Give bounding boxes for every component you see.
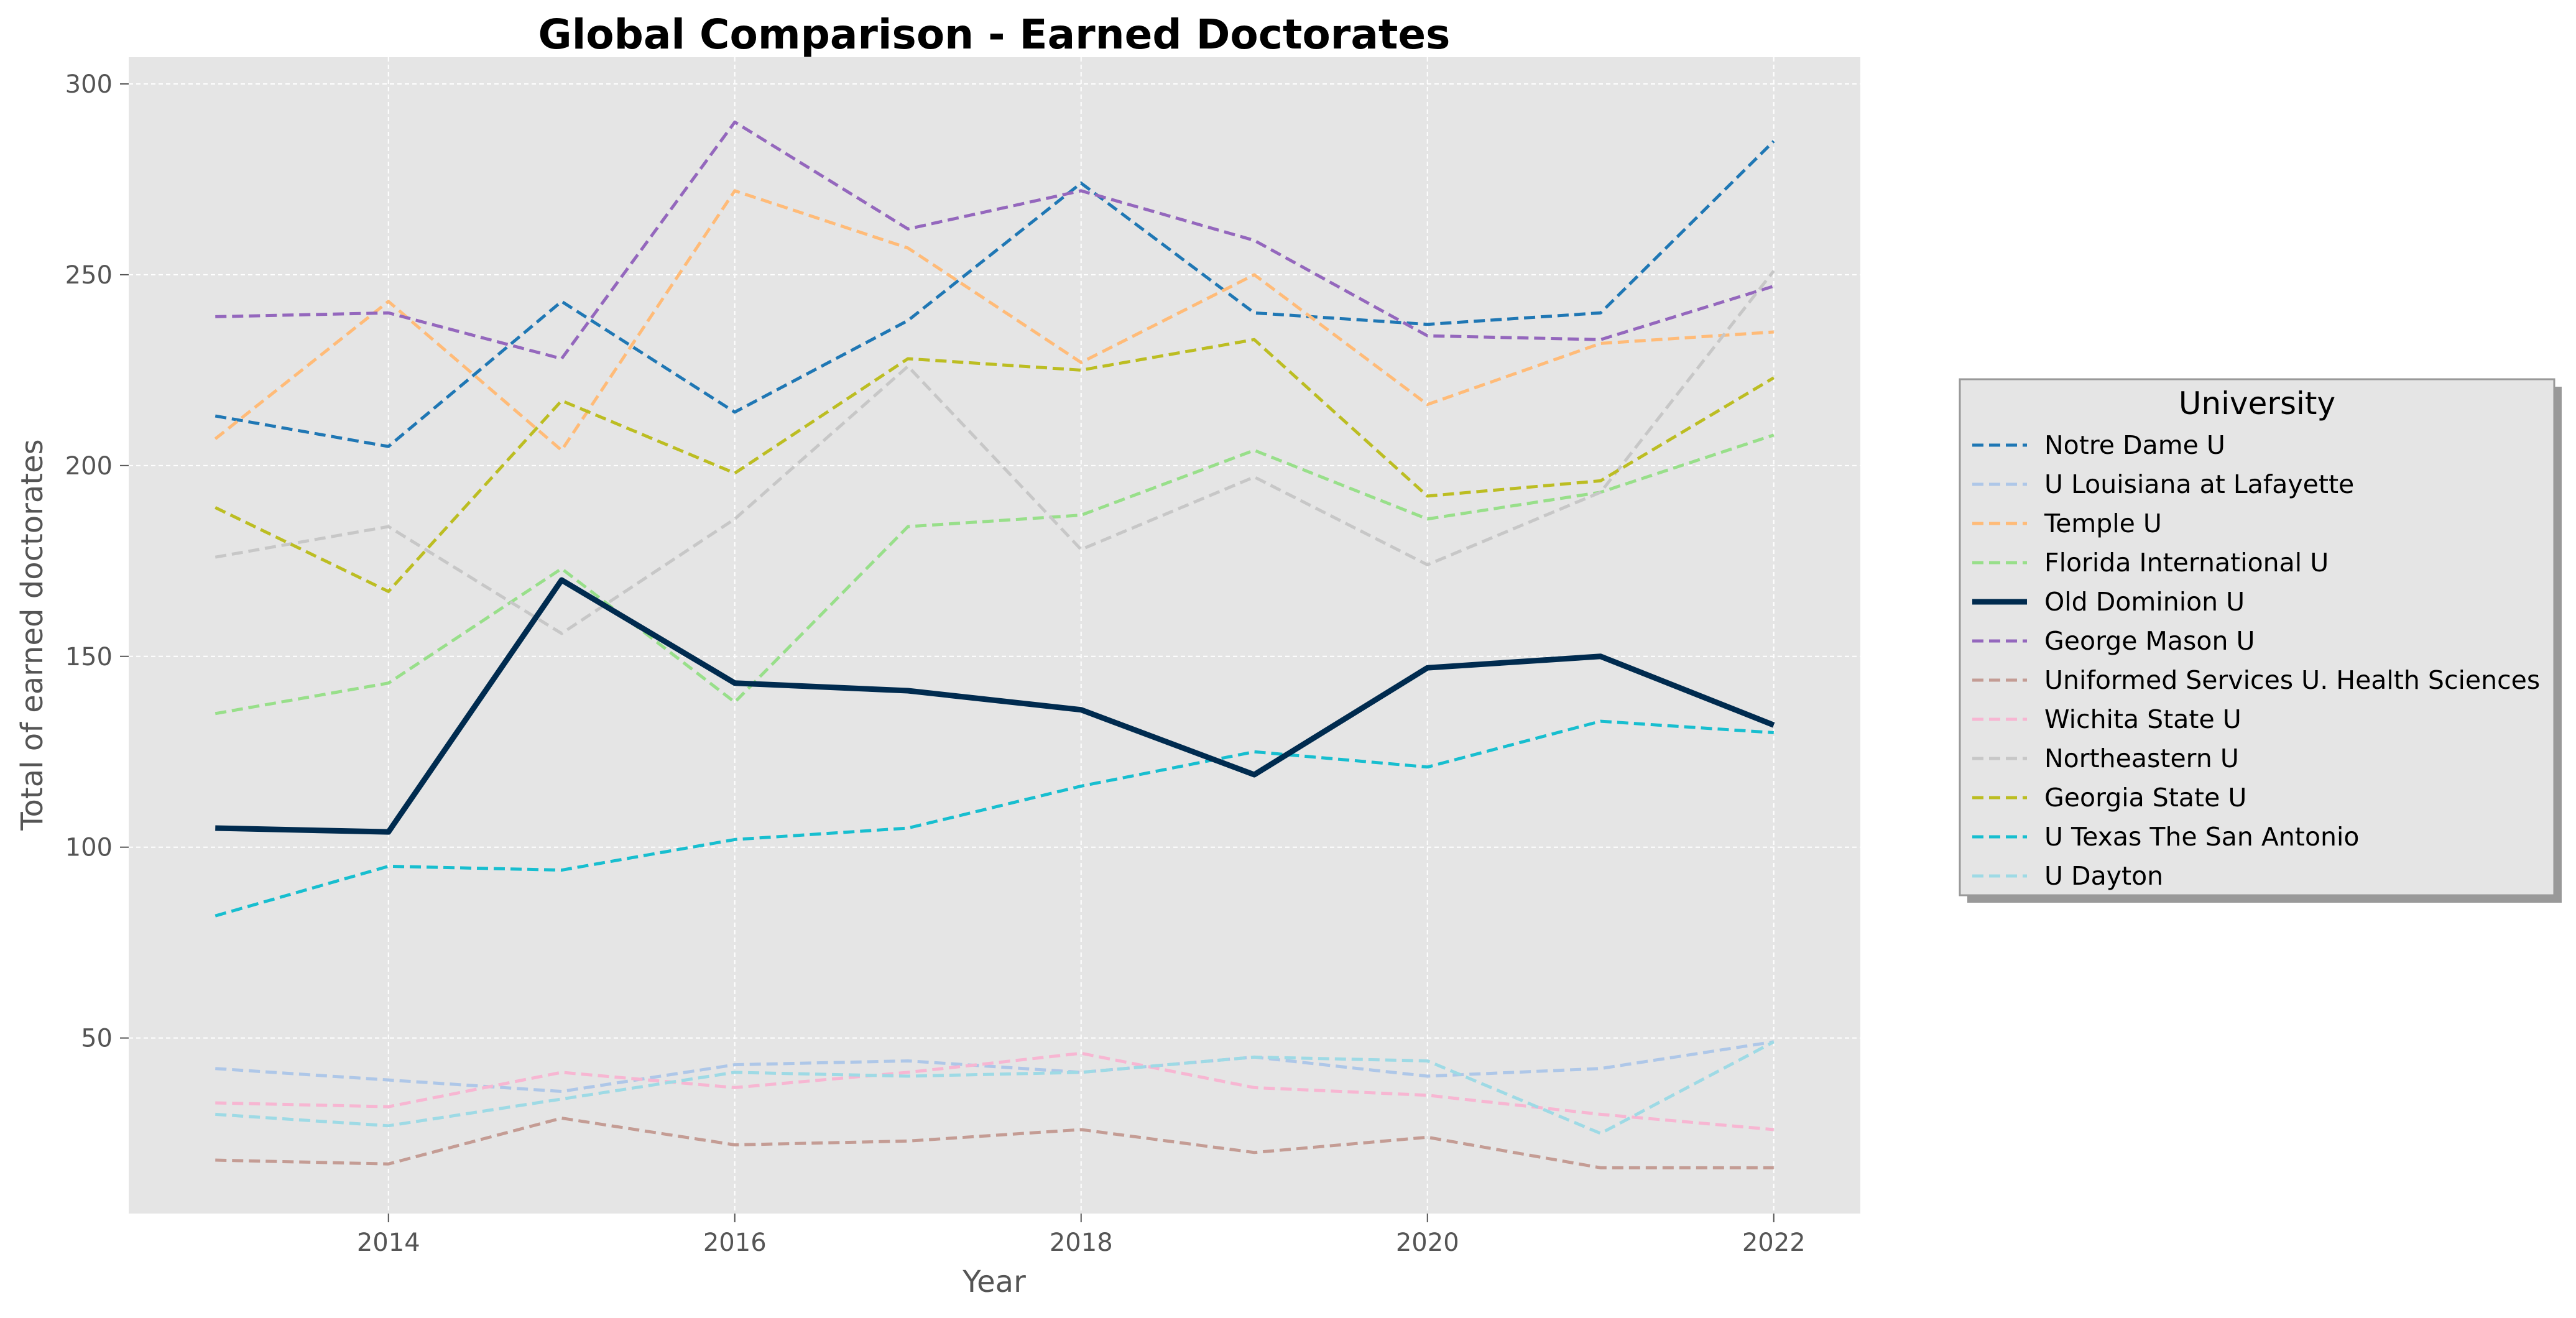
series-line-uniformed-services-u-health-sciences (215, 1117, 1774, 1169)
grid (129, 57, 1860, 1214)
legend-label: U Dayton (2044, 861, 2163, 891)
legend-items: Notre Dame U U Louisiana at Lafayette Temp… (1972, 430, 2540, 891)
legend-label: Uniformed Services U. Health Sciences (2044, 665, 2540, 695)
legend-label: Florida International U (2044, 548, 2329, 578)
legend-label: Notre Dame U (2044, 430, 2225, 460)
y-tick-label: 50 (81, 1025, 113, 1053)
legend-label: Temple U (2044, 509, 2162, 538)
series-line-wichita-state-u (215, 1051, 1774, 1131)
x-axis-label: Year (962, 1265, 1026, 1299)
legend-label: Georgia State U (2044, 783, 2246, 813)
chart-title: Global Comparison - Earned Doctorates (538, 11, 1451, 58)
series-line-florida-international-u (215, 433, 1775, 716)
series-line-notre-dame-u (215, 140, 1775, 448)
series-line-old-dominion-u (215, 577, 1775, 835)
legend-label: U Texas The San Antonio (2044, 822, 2360, 852)
legend: University Notre Dame U U Louisiana at La… (1959, 378, 2562, 903)
legend-label: Old Dominion U (2044, 587, 2245, 617)
y-tick-label: 300 (65, 70, 113, 99)
x-tick-label: 2014 (357, 1228, 420, 1257)
series-line-u-dayton (215, 1040, 1775, 1135)
x-tick-label: 2020 (1396, 1228, 1459, 1257)
series-line-u-texas-the-san-antonio (215, 719, 1774, 918)
x-tick-label: 2018 (1050, 1228, 1113, 1257)
series-line-george-mason-u (215, 120, 1775, 361)
legend-title: University (2179, 385, 2335, 422)
y-tick-label: 150 (65, 643, 113, 671)
legend-box (1959, 378, 2555, 896)
y-tick-label: 250 (65, 261, 113, 290)
series-line-northeastern-u (215, 270, 1775, 635)
series-lines (214, 120, 1775, 1169)
axes: 2014 2016 2018 2020 2022 50 100 150 200 250 300 (65, 70, 1806, 1257)
x-tick-label: 2016 (703, 1228, 767, 1257)
legend-label: George Mason U (2044, 626, 2255, 656)
legend-label: U Louisiana at Lafayette (2044, 469, 2354, 499)
y-axis-label: Total of earned doctorates (15, 439, 50, 831)
series-line-georgia-state-u (215, 338, 1775, 593)
series-line-u-louisiana-at-lafayette (215, 1040, 1775, 1094)
series-line-temple-u (214, 189, 1774, 452)
legend-label: Northeastern U (2044, 744, 2239, 773)
legend-label: Wichita State U (2044, 704, 2241, 734)
y-tick-label: 100 (65, 834, 113, 862)
y-tick-label: 200 (65, 452, 113, 481)
x-tick-label: 2022 (1742, 1228, 1806, 1257)
